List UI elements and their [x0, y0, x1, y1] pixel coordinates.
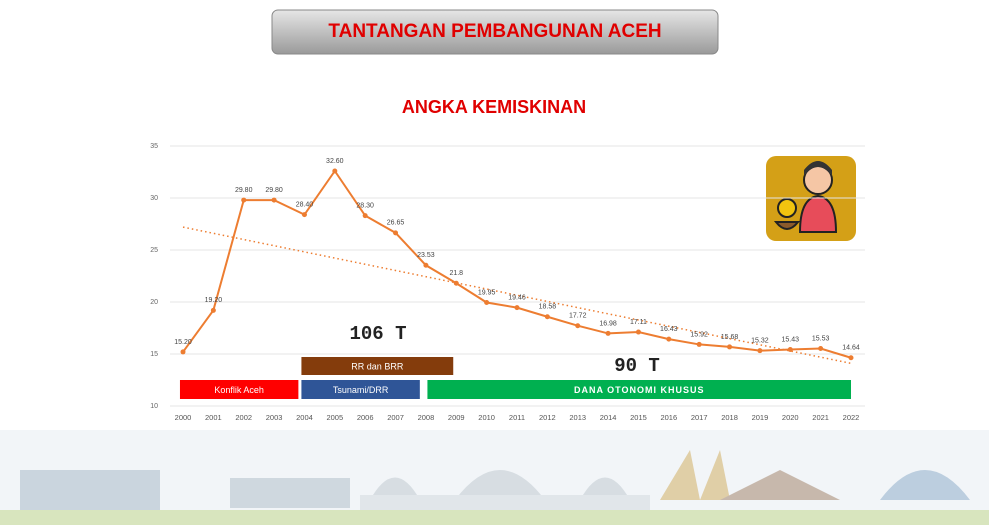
x-tick-label: 2020 — [782, 413, 799, 422]
x-tick-label: 2001 — [205, 413, 222, 422]
data-label: 17.72 — [569, 313, 587, 320]
data-label: 29.80 — [265, 187, 283, 194]
x-tick-label: 2006 — [357, 413, 374, 422]
data-label: 32.60 — [326, 158, 344, 165]
x-tick-label: 2003 — [266, 413, 283, 422]
x-tick-label: 2002 — [235, 413, 252, 422]
annotation: 106 T — [349, 323, 406, 345]
data-label: 16.43 — [660, 326, 678, 333]
skyline — [0, 430, 989, 525]
data-label: 17.11 — [630, 319, 647, 326]
data-label: 26.65 — [387, 220, 405, 227]
x-tick-label: 2013 — [569, 413, 586, 422]
data-label: 15.92 — [690, 331, 708, 338]
y-tick-label: 25 — [150, 247, 158, 254]
data-label: 15.43 — [782, 336, 800, 343]
x-tick-label: 2022 — [843, 413, 860, 422]
point — [545, 314, 550, 319]
x-tick-label: 2018 — [721, 413, 738, 422]
data-label: 19.95 — [478, 289, 496, 296]
period-label: DANA OTONOMI KHUSUS — [574, 385, 705, 395]
x-tick-label: 2017 — [691, 413, 708, 422]
point — [211, 308, 216, 313]
point — [757, 348, 762, 353]
y-tick-label: 20 — [150, 299, 158, 306]
point — [181, 349, 186, 354]
chart-title: ANGKA KEMISKINAN — [402, 97, 586, 117]
slide: TANTANGAN PEMBANGUNAN ACEH ANGKA KEMISKI… — [0, 0, 989, 525]
point — [727, 344, 732, 349]
x-tick-label: 2010 — [478, 413, 495, 422]
data-label: 21.8 — [449, 270, 463, 277]
data-label: 19.20 — [205, 297, 223, 304]
point — [606, 331, 611, 336]
data-label: 15.68 — [721, 334, 739, 341]
x-tick-label: 2005 — [326, 413, 343, 422]
x-tick-label: 2000 — [175, 413, 192, 422]
point — [697, 342, 702, 347]
point — [818, 346, 823, 351]
data-label: 14.64 — [842, 345, 860, 352]
x-tick-label: 2012 — [539, 413, 556, 422]
x-tick-label: 2016 — [660, 413, 677, 422]
y-tick-label: 15 — [150, 351, 158, 358]
data-label: 23.53 — [417, 252, 435, 259]
point — [575, 323, 580, 328]
point — [423, 263, 428, 268]
data-label: 29.80 — [235, 187, 253, 194]
period-label: Tsunami/DRR — [333, 385, 389, 395]
point — [849, 355, 854, 360]
point — [363, 213, 368, 218]
x-tick-label: 2015 — [630, 413, 647, 422]
data-label: 15.53 — [812, 335, 830, 342]
point — [666, 337, 671, 342]
data-label: 19.46 — [508, 294, 526, 301]
data-label: 15.20 — [174, 339, 192, 346]
period-label: Konflik Aceh — [214, 385, 264, 395]
x-tick-label: 2011 — [509, 413, 525, 422]
period-label: RR dan BRR — [351, 361, 404, 371]
data-label: 15.32 — [751, 338, 769, 345]
y-tick-label: 30 — [150, 195, 158, 202]
data-label: 16.98 — [599, 320, 617, 327]
point — [393, 230, 398, 235]
x-tick-label: 2007 — [387, 413, 404, 422]
point — [484, 300, 489, 305]
x-tick-label: 2004 — [296, 413, 313, 422]
x-tick-label: 2014 — [600, 413, 617, 422]
data-label: 28.40 — [296, 201, 314, 208]
data-label: 28.30 — [356, 203, 374, 210]
data-label: 18.58 — [539, 304, 557, 311]
y-tick-label: 35 — [150, 143, 158, 150]
x-tick-label: 2019 — [752, 413, 769, 422]
point — [302, 212, 307, 217]
point — [272, 198, 277, 203]
y-tick-label: 10 — [150, 403, 158, 410]
point — [788, 347, 793, 352]
point — [454, 281, 459, 286]
line — [183, 171, 851, 358]
point — [515, 305, 520, 310]
point — [332, 168, 337, 173]
point — [636, 330, 641, 335]
point — [241, 198, 246, 203]
x-tick-label: 2009 — [448, 413, 465, 422]
annotation: 90 T — [614, 355, 660, 377]
x-tick-label: 2021 — [812, 413, 829, 422]
header-title: TANTANGAN PEMBANGUNAN ACEH — [328, 21, 661, 42]
x-tick-label: 2008 — [418, 413, 435, 422]
